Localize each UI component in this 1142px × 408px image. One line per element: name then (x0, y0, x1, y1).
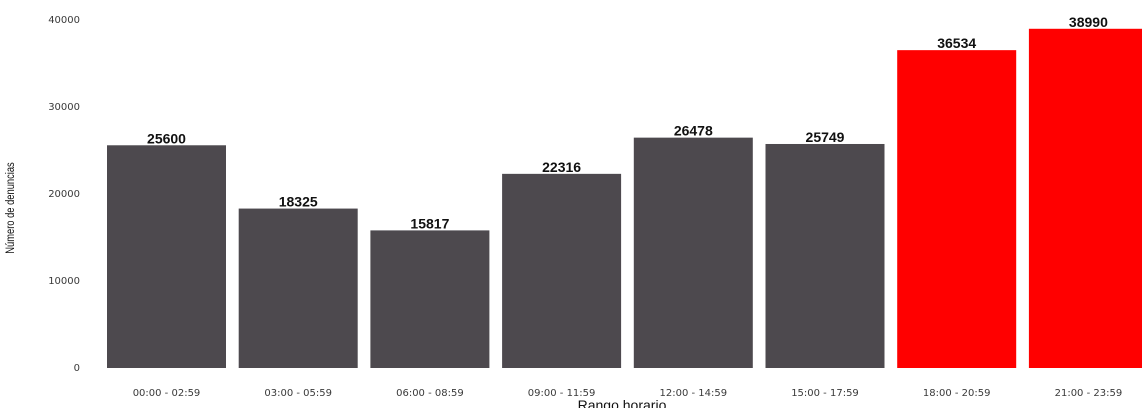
x-tick-label: 06:00 - 08:59 (396, 388, 464, 399)
bar-value-label: 22316 (542, 159, 581, 175)
bar-value-label: 18325 (279, 194, 318, 210)
bar (370, 230, 490, 368)
y-tick-label: 30000 (48, 102, 80, 113)
x-tick-label: 12:00 - 14:59 (659, 388, 727, 399)
bar (107, 145, 226, 368)
y-axis-title: Número de denuncias (4, 162, 17, 253)
value-labels: 25600 18325 15817 22316 26478 25749 36534 38990 (147, 14, 1108, 232)
bar-value-label: 36534 (937, 35, 976, 51)
y-tick-label: 10000 (48, 276, 80, 287)
bars (107, 28, 1142, 369)
bar (1028, 28, 1142, 369)
y-tick-label: 20000 (48, 189, 80, 200)
bar-value-label: 25600 (147, 130, 186, 146)
y-axis-ticks: 0 10000 20000 30000 40000 (48, 15, 80, 374)
x-tick-label: 03:00 - 05:59 (264, 388, 332, 399)
y-tick-label: 0 (74, 363, 80, 374)
x-tick-label: 09:00 - 11:59 (528, 388, 596, 399)
x-tick-label: 15:00 - 17:59 (791, 388, 859, 399)
x-tick-label: 18:00 - 20:59 (923, 388, 991, 399)
bar-value-label: 26478 (674, 123, 713, 139)
x-axis-title: Rango horario (578, 397, 667, 408)
x-tick-label: 00:00 - 02:59 (133, 388, 201, 399)
bar (502, 173, 622, 368)
y-tick-label: 40000 (48, 15, 80, 26)
bar-value-label: 15817 (410, 215, 449, 231)
bar (238, 208, 358, 368)
x-axis-ticks: 00:00 - 02:59 03:00 - 05:59 06:00 - 08:59 0… (133, 388, 1123, 399)
bar (897, 50, 1017, 368)
bar (633, 137, 753, 368)
bar-value-label: 25749 (806, 129, 845, 145)
x-tick-label: 21:00 - 23:59 (1055, 388, 1123, 399)
bar (765, 143, 885, 368)
bar-value-label: 38990 (1069, 14, 1108, 30)
